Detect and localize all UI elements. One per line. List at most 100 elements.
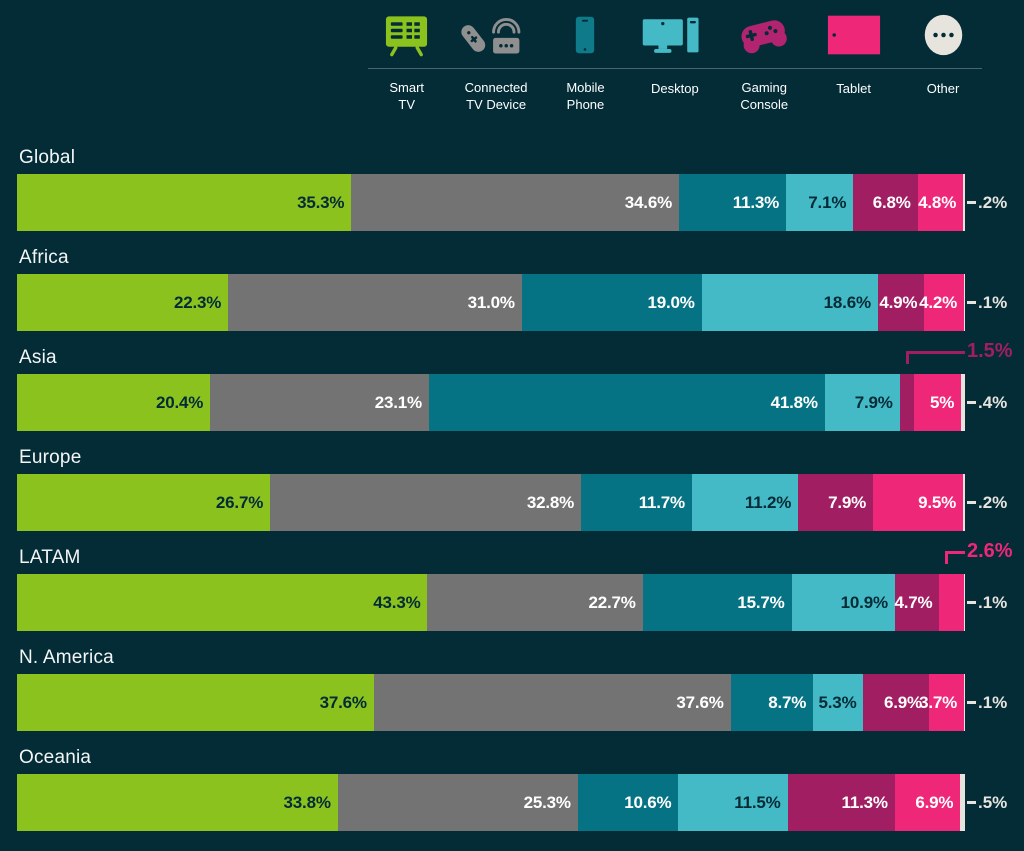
- segment-other-n-america: [964, 674, 966, 731]
- segment-tablet-asia: 5%: [913, 374, 962, 431]
- segment-other-asia: [961, 374, 965, 431]
- segment-value-label: 41.8%: [770, 392, 818, 412]
- chart-row-oceania: Oceania 33.8% 25.3% 10.6% 11.5% 11.3% 6.9% .5%: [17, 746, 1007, 831]
- segment-other-europe: [963, 474, 965, 531]
- stacked-bar-asia: 20.4% 23.1% 41.8% 7.9% 5% .4% 1.5%: [17, 340, 1013, 431]
- callout-bracket-gaming-console: [905, 351, 965, 364]
- callout-bracket-tablet: [945, 551, 965, 564]
- tablet-icon: [827, 15, 880, 55]
- segment-value-label: 4.9%: [879, 292, 918, 312]
- stacked-bar-global: 35.3% 34.6% 11.3% 7.1% 6.8% 4.8% .2%: [17, 174, 1007, 231]
- legend-divider: [368, 68, 982, 69]
- segment-value-label: 11.5%: [734, 792, 781, 812]
- segment-value-label: 4.7%: [894, 592, 933, 612]
- segment-connected-tv-device-oceania: 25.3%: [337, 774, 578, 831]
- segment-connected-tv-device-latam: 22.7%: [427, 574, 643, 631]
- legend-item-mobile-phone: [541, 10, 630, 60]
- other-value-label-global: .2%: [965, 174, 1007, 231]
- label-tick: [967, 201, 976, 204]
- segment-value-label: 9.5%: [918, 492, 957, 512]
- segment-smart-tv-asia: 20.4%: [17, 374, 211, 431]
- label-tick: [967, 601, 976, 604]
- segment-desktop-n-america: 5.3%: [813, 674, 864, 731]
- other-value-label-latam: .1%: [965, 574, 1007, 631]
- other-value-text: .1%: [978, 692, 1008, 712]
- segment-gaming-console-n-america: 6.9%: [863, 674, 929, 731]
- segment-tablet-latam: [939, 574, 965, 631]
- segment-value-label: 22.3%: [173, 292, 222, 312]
- segment-value-label: 35.3%: [297, 192, 345, 212]
- segment-value-label: 32.8%: [526, 492, 575, 512]
- gaming-console-icon: [741, 20, 788, 54]
- segment-connected-tv-device-asia: 23.1%: [210, 374, 429, 431]
- segment-desktop-africa: 18.6%: [701, 274, 878, 331]
- legend-label-connected-tv-device: Connected TV Device: [464, 80, 528, 112]
- segment-mobile-phone-global: 11.3%: [679, 174, 787, 231]
- other-value-text: .2%: [978, 192, 1008, 212]
- stacked-bar-n-america: 37.6% 37.6% 8.7% 5.3% 6.9% 3.7% .1%: [17, 674, 1007, 731]
- chart-row-latam: LATAM 43.3% 22.7% 15.7% 10.9% 4.7% .1% 2.6%: [17, 540, 1013, 631]
- segment-value-label: 11.7%: [638, 492, 685, 512]
- segment-desktop-latam: 10.9%: [791, 574, 895, 631]
- segment-gaming-console-asia: [899, 374, 914, 431]
- label-tick: [967, 401, 976, 404]
- other-icon: [924, 14, 962, 56]
- segment-connected-tv-device-n-america: 37.6%: [373, 674, 731, 731]
- label-tick: [967, 801, 976, 804]
- mobile-phone-icon: [576, 16, 595, 54]
- legend-label-desktop: Desktop: [651, 81, 699, 96]
- other-value-text: .1%: [978, 292, 1008, 312]
- other-value-label-europe: .2%: [965, 474, 1007, 531]
- other-value-label-oceania: .5%: [965, 774, 1007, 831]
- smart-tv-icon: [386, 16, 428, 57]
- segment-tablet-oceania: 6.9%: [894, 774, 961, 831]
- legend-label-other: Other: [926, 81, 960, 96]
- segment-value-label: 10.9%: [840, 592, 888, 612]
- segment-value-label: 7.9%: [828, 492, 867, 512]
- segment-desktop-oceania: 11.5%: [678, 774, 788, 831]
- other-value-label-africa: .1%: [965, 274, 1007, 331]
- other-value-label-n-america: .1%: [965, 674, 1007, 731]
- stacked-bar-africa: 22.3% 31.0% 19.0% 18.6% 4.9% 4.2% .1%: [17, 274, 1007, 331]
- chart-row-global: Global 35.3% 34.6% 11.3% 7.1% 6.8% 4.8% .2%: [17, 146, 1007, 231]
- region-label-n-america: N. America: [19, 647, 114, 668]
- region-label-europe: Europe: [19, 447, 82, 468]
- segment-mobile-phone-asia: 41.8%: [428, 374, 825, 431]
- segment-desktop-asia: 7.9%: [824, 374, 900, 431]
- segment-value-label: 23.1%: [374, 392, 422, 412]
- region-label-global: Global: [19, 147, 76, 168]
- legend: Smart TV Connected TV Device Mobile Phon…: [362, 10, 988, 114]
- segment-value-label: 5.3%: [818, 692, 857, 712]
- segment-mobile-phone-n-america: 8.7%: [730, 674, 814, 731]
- label-tick: [967, 701, 976, 704]
- segment-other-africa: [964, 274, 966, 331]
- segment-value-label: 37.6%: [676, 692, 724, 712]
- chart-row-europe: Europe 26.7% 32.8% 11.7% 11.2% 7.9% 9.5% .2%: [17, 446, 1007, 531]
- other-value-text: .1%: [978, 592, 1008, 612]
- legend-label-gaming-console: Gaming Console: [740, 80, 789, 112]
- segment-value-label: 5%: [930, 392, 955, 412]
- chart-row-asia: Asia 20.4% 23.1% 41.8% 7.9% 5% .4% 1.5%: [17, 340, 1013, 431]
- segment-smart-tv-europe: 26.7%: [17, 474, 271, 531]
- stacked-bar-chart: Global 35.3% 34.6% 11.3% 7.1% 6.8% 4.8% .2% Af…: [17, 146, 1013, 846]
- segment-smart-tv-oceania: 33.8%: [17, 774, 338, 831]
- label-tick: [967, 301, 976, 304]
- legend-label-tablet: Tablet: [836, 81, 871, 96]
- segment-value-label: 10.6%: [624, 792, 672, 812]
- segment-tablet-europe: 9.5%: [873, 474, 964, 531]
- region-label-africa: Africa: [19, 247, 69, 268]
- legend-label-mobile-phone: Mobile Phone: [566, 80, 605, 112]
- segment-smart-tv-n-america: 37.6%: [17, 674, 374, 731]
- segment-value-label: 25.3%: [523, 792, 571, 812]
- segment-value-label: 4.2%: [919, 292, 958, 312]
- segment-value-label: 22.7%: [588, 592, 636, 612]
- legend-item-gaming-console: [720, 10, 809, 60]
- segment-mobile-phone-latam: 15.7%: [642, 574, 792, 631]
- segment-value-label: 33.8%: [283, 792, 331, 812]
- connected-tv-device-icon: [461, 17, 521, 54]
- segment-value-label: 4.8%: [918, 192, 957, 212]
- segment-value-label: 34.6%: [624, 192, 672, 212]
- legend-icon-row: [362, 10, 988, 60]
- segment-tablet-n-america: 3.7%: [919, 674, 965, 731]
